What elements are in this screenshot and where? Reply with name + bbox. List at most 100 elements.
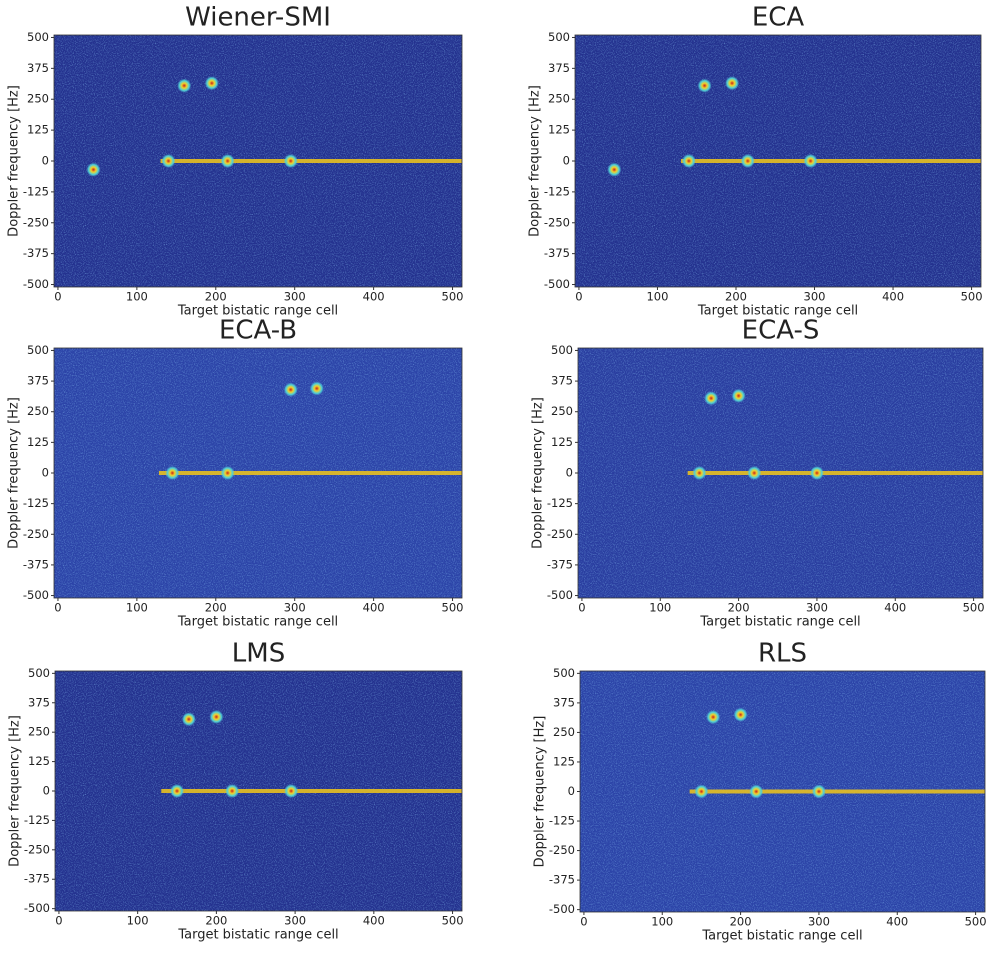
hotspot — [809, 466, 824, 480]
y-tick-label: -250 — [549, 843, 575, 857]
y-tick-label: -375 — [23, 246, 49, 260]
y-tick-label: 375 — [551, 374, 573, 388]
y-tick-label: -125 — [547, 496, 573, 510]
hotspot — [220, 154, 235, 168]
y-tick-label: -250 — [547, 527, 573, 541]
hotspot — [803, 154, 818, 168]
y-tick-label: 125 — [27, 123, 49, 137]
x-tick-label: 300 — [806, 601, 828, 615]
panel: 0 100 200 300 400 500 -500 -375 -250 -125 0 125 250 3… — [8, 639, 464, 943]
chart-title: ECA-B — [219, 316, 297, 346]
x-tick-label: 200 — [725, 290, 747, 304]
x-tick-label: 300 — [284, 914, 306, 928]
y-axis-label: Doppler frequency [Hz] — [7, 397, 22, 549]
chart-title: RLS — [758, 639, 807, 669]
hotspot — [181, 712, 196, 727]
y-tick-label: -250 — [544, 215, 570, 229]
y-axis-label: Doppler frequency [Hz] — [8, 715, 23, 867]
panel: 0 100 200 300 400 500 -500 -375 -250 -125 0 125 250 3… — [7, 3, 464, 319]
hotspot — [283, 154, 298, 168]
x-tick-label: 400 — [882, 290, 904, 304]
y-tick-label: 500 — [553, 666, 575, 680]
x-tick-label: 100 — [649, 601, 671, 615]
chart-title: LMS — [232, 639, 285, 669]
x-tick-label: 500 — [963, 601, 985, 615]
y-tick-label: -250 — [24, 842, 50, 856]
x-tick-label: 100 — [126, 601, 148, 615]
hotspot — [284, 784, 299, 798]
y-axis-label: Doppler frequency [Hz] — [7, 85, 22, 237]
hotspot — [225, 784, 240, 798]
y-tick-label: 375 — [27, 374, 49, 388]
y-tick-label: -500 — [24, 901, 50, 915]
hotspot — [733, 707, 748, 722]
hotspot — [177, 78, 192, 93]
y-tick-label: -375 — [547, 557, 573, 571]
y-tick-label: -375 — [24, 872, 50, 886]
x-tick-label: 100 — [127, 914, 149, 928]
y-tick-label: -125 — [23, 184, 49, 198]
x-tick-label: 100 — [646, 290, 668, 304]
x-tick-label: 200 — [728, 601, 750, 615]
x-tick-label: 0 — [55, 914, 62, 928]
x-tick-label: 0 — [575, 290, 582, 304]
y-tick-label: 0 — [563, 154, 570, 168]
x-tick-label: 400 — [363, 914, 385, 928]
x-tick-label: 200 — [205, 914, 227, 928]
y-tick-label: 250 — [27, 92, 49, 106]
x-axis-label: Target bistatic range cell — [177, 615, 338, 630]
y-tick-label: 0 — [43, 784, 50, 798]
hotspot — [170, 784, 185, 798]
y-tick-label: 125 — [28, 754, 50, 768]
x-tick-label: 300 — [808, 915, 830, 929]
x-tick-label: 0 — [54, 290, 61, 304]
y-tick-label: 375 — [28, 695, 50, 709]
panel: 0 100 200 300 400 500 -500 -375 -250 -125 0 125 250 3… — [531, 316, 985, 630]
y-axis-label: Doppler frequency [Hz] — [531, 397, 546, 549]
y-tick-label: 125 — [551, 435, 573, 449]
hotspot — [283, 382, 298, 397]
hotspot — [681, 154, 696, 168]
y-tick-label: 125 — [553, 754, 575, 768]
hotspot — [731, 388, 746, 403]
y-tick-label: 250 — [548, 92, 570, 106]
y-axis-label: Doppler frequency [Hz] — [533, 716, 548, 868]
y-tick-label: 0 — [42, 154, 49, 168]
x-tick-label: 500 — [965, 915, 987, 929]
y-tick-label: -125 — [24, 813, 50, 827]
chart-title: ECA — [752, 3, 805, 33]
chart-title: ECA-S — [742, 316, 820, 346]
hotspot — [749, 784, 764, 799]
hotspot — [706, 710, 721, 725]
y-tick-label: 250 — [551, 404, 573, 418]
x-tick-label: 100 — [126, 290, 148, 304]
x-tick-label: 200 — [205, 290, 227, 304]
x-tick-label: 200 — [730, 915, 752, 929]
chart-title: Wiener-SMI — [185, 3, 331, 33]
y-tick-label: -250 — [23, 215, 49, 229]
y-tick-label: 500 — [551, 343, 573, 357]
y-tick-label: 125 — [27, 435, 49, 449]
y-tick-label: 250 — [553, 725, 575, 739]
hotspot — [692, 466, 707, 480]
x-tick-label: 300 — [804, 290, 826, 304]
y-tick-label: -500 — [23, 588, 49, 602]
hotspot — [704, 391, 719, 406]
x-tick-label: 400 — [886, 915, 908, 929]
x-tick-label: 500 — [442, 601, 464, 615]
hotspot — [209, 709, 224, 724]
y-tick-label: 375 — [548, 61, 570, 75]
x-tick-label: 200 — [205, 601, 227, 615]
hotspot — [694, 784, 709, 799]
panel: 0 100 200 300 400 500 -500 -375 -250 -125 0 125 250 3… — [528, 3, 983, 319]
hotspot — [607, 162, 622, 177]
hotspot — [725, 76, 740, 91]
y-tick-label: -500 — [547, 588, 573, 602]
y-tick-label: 500 — [27, 30, 49, 44]
hotspot — [86, 162, 101, 177]
x-tick-label: 400 — [884, 601, 906, 615]
panel: 0 100 200 300 400 500 -500 -375 -250 -125 0 125 250 3… — [7, 316, 464, 630]
hotspot — [697, 78, 712, 93]
y-axis-label: Doppler frequency [Hz] — [528, 85, 543, 237]
